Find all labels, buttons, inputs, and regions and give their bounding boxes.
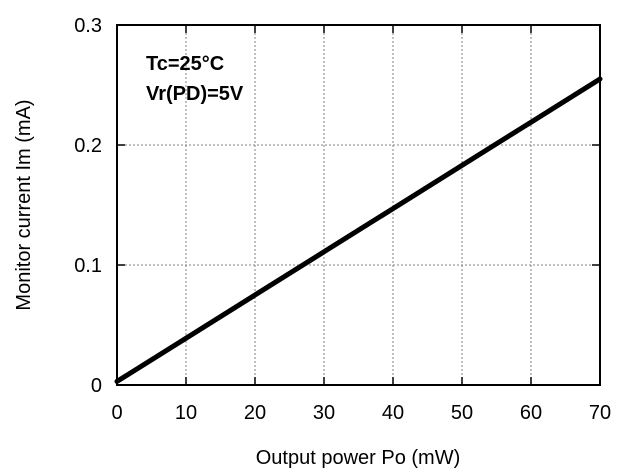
x-tick-label: 20 (244, 402, 266, 424)
annotation-voltage: Vr(PD)=5V (146, 83, 244, 105)
x-tick-label: 0 (111, 402, 122, 424)
x-tick-label: 50 (451, 402, 473, 424)
grid-lines (117, 25, 600, 385)
y-tick-label: 0.1 (74, 255, 102, 277)
x-tick-label: 30 (313, 402, 335, 424)
y-tick-label: 0 (91, 375, 102, 397)
x-tick-label: 60 (520, 402, 542, 424)
annotation-temperature: Tc=25°C (146, 53, 224, 75)
y-tick-label: 0.2 (74, 135, 102, 157)
y-tick-label: 0.3 (74, 15, 102, 37)
series-layer (114, 76, 603, 384)
y-tick-labels: 0 0.1 0.2 0.3 (74, 15, 102, 397)
plot-frame (116, 24, 601, 386)
x-tick-labels: 0 10 20 30 40 50 60 70 (111, 402, 611, 424)
axis-ticks (116, 24, 601, 386)
y-axis-title: Monitor current Im (mA) (13, 99, 35, 310)
x-tick-label: 40 (382, 402, 404, 424)
x-tick-label: 70 (589, 402, 611, 424)
series-line (114, 76, 603, 384)
x-tick-label: 10 (175, 402, 197, 424)
x-axis-title: Output power Po (mW) (256, 447, 461, 469)
